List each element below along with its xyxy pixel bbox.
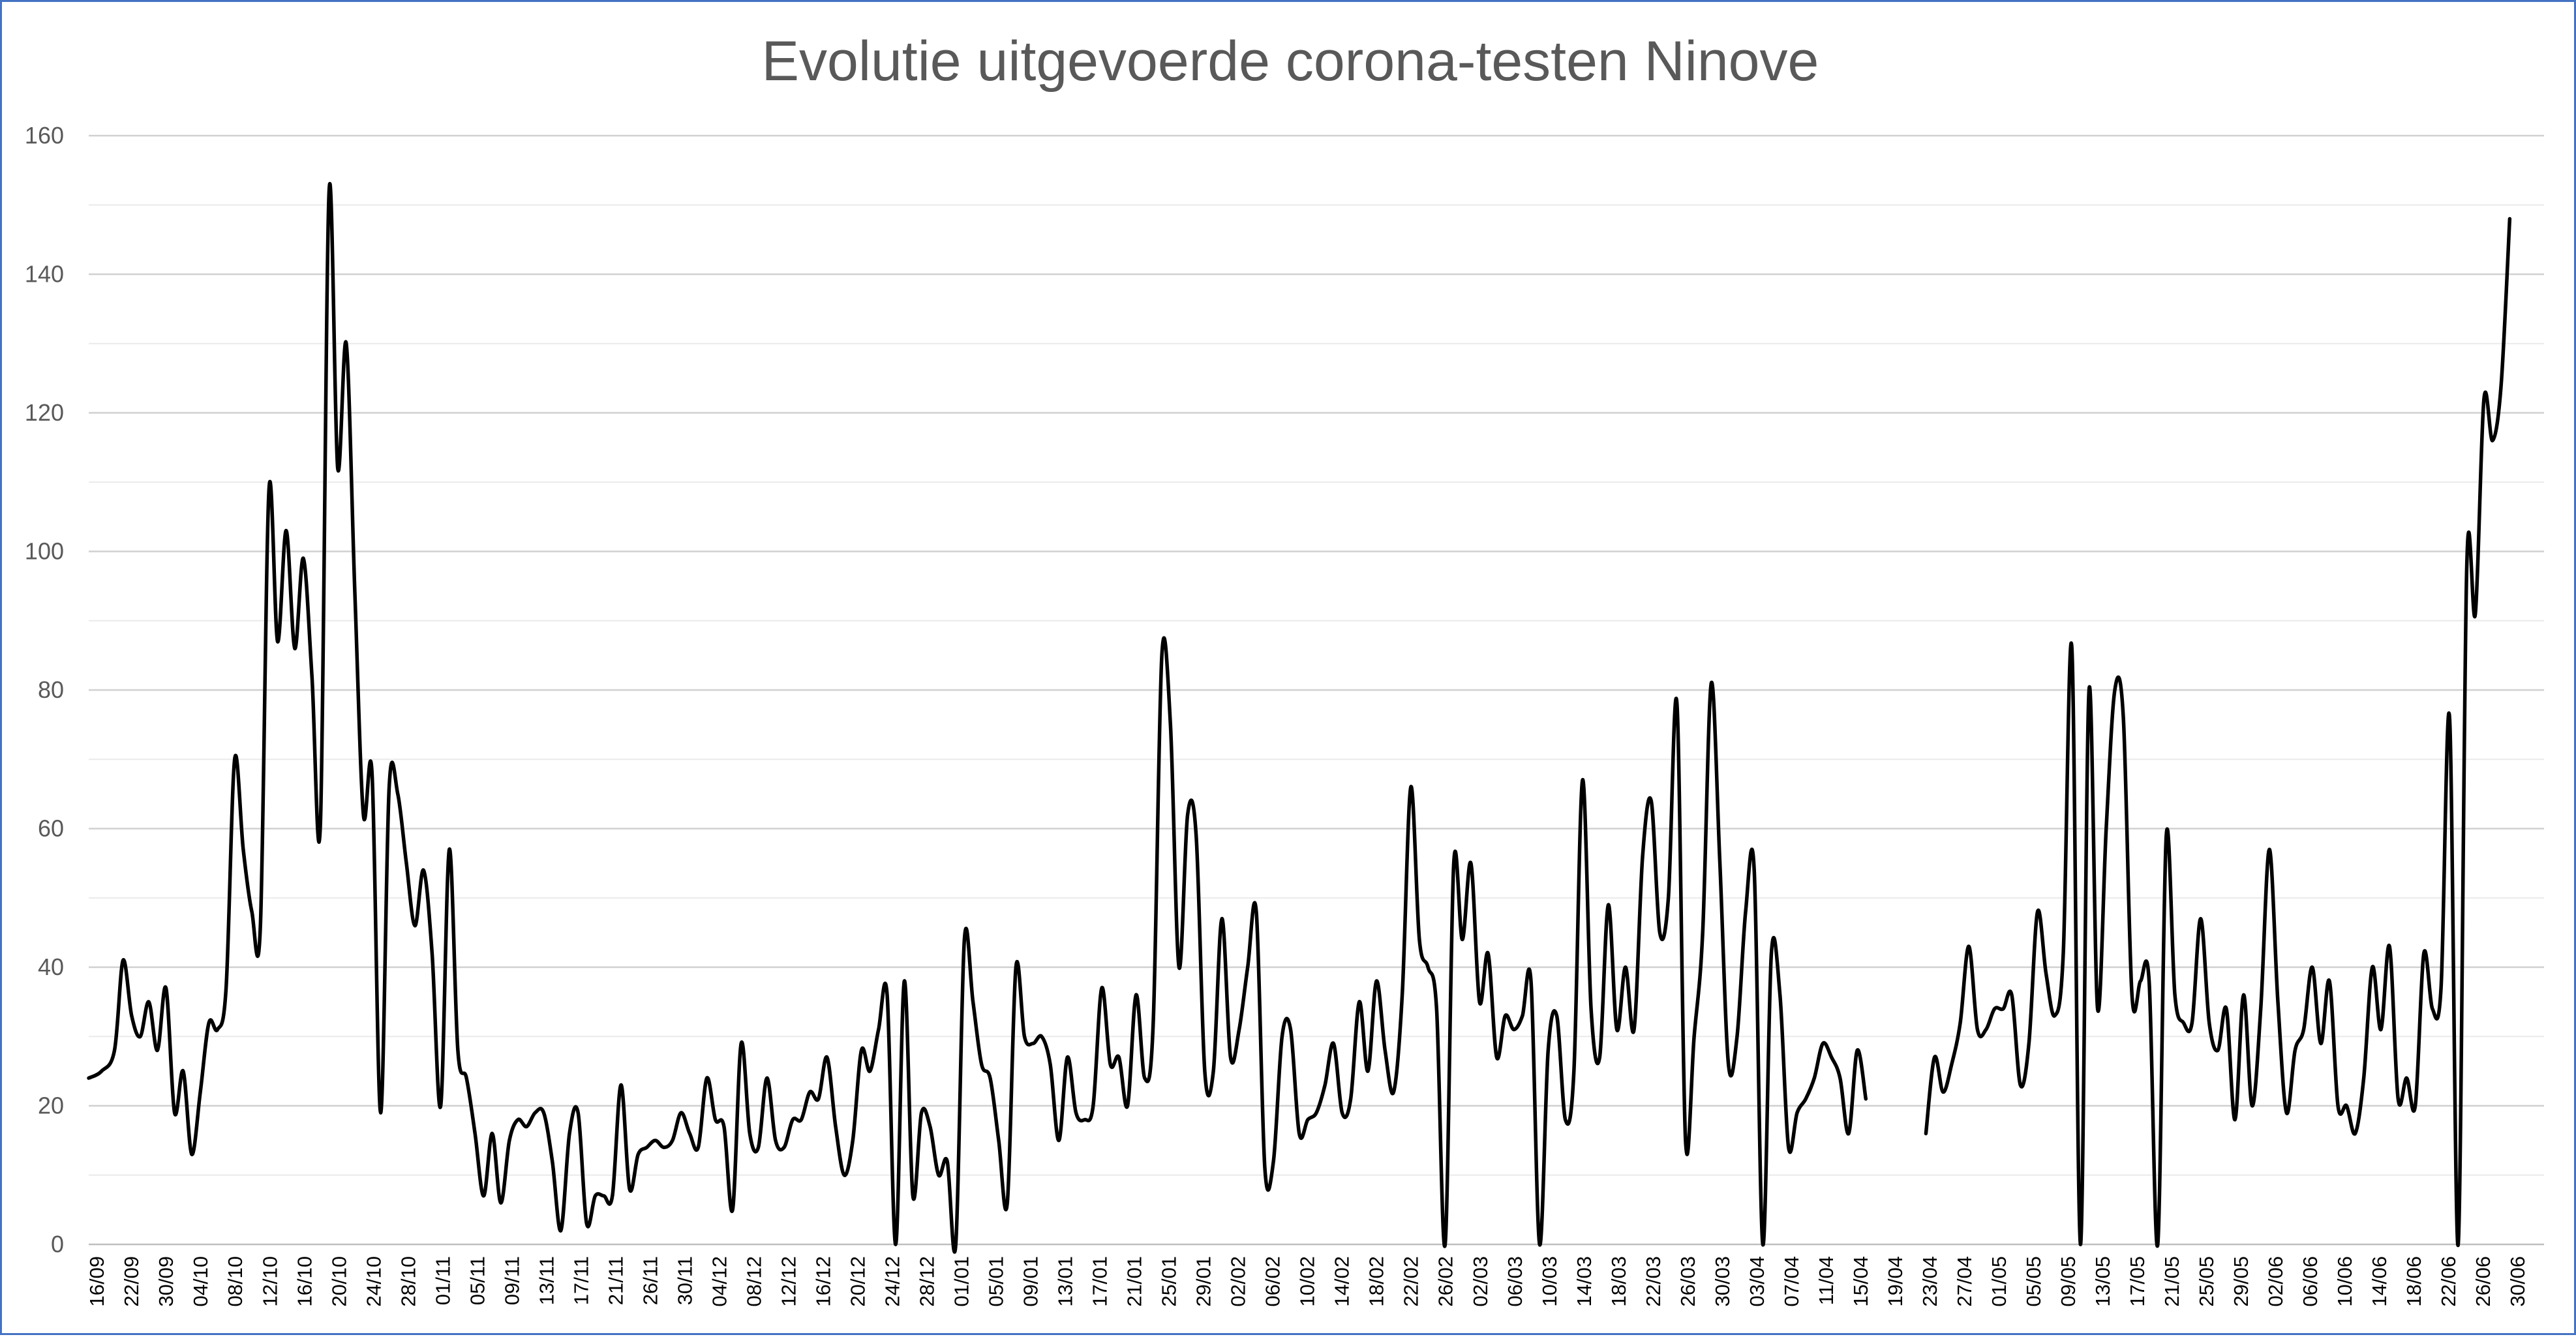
grid-lines [89,134,2544,1176]
x-tick-label: 01/11 [431,1256,454,1305]
y-tick-label: 60 [38,815,64,842]
x-tick-label: 09/05 [2057,1256,2080,1307]
x-tick-label: 20/10 [327,1256,350,1307]
x-tick-label: 26/03 [1676,1256,1699,1307]
x-tick-label: 10/03 [1538,1256,1561,1307]
chart-title: Evolutie uitgevoerde corona-testen Ninov… [762,30,1819,93]
x-tick-label: 22/09 [120,1256,143,1307]
x-tick-label: 08/12 [742,1256,765,1307]
x-tick-label: 27/04 [1953,1256,1976,1307]
x-tick-label: 24/10 [362,1256,385,1307]
x-tick-label: 22/02 [1400,1256,1423,1307]
x-tick-label: 21/01 [1123,1256,1146,1307]
x-tick-label: 25/05 [2195,1256,2218,1307]
x-tick-label: 13/11 [535,1256,558,1305]
x-tick-label: 26/06 [2472,1256,2494,1307]
x-tick-label: 18/03 [1607,1256,1630,1307]
series-line [1924,217,2512,1248]
x-tick-label: 12/12 [777,1256,800,1307]
x-tick-label: 29/01 [1192,1256,1215,1307]
x-tick-label: 29/05 [2230,1256,2252,1307]
series-group [87,181,2512,1254]
y-axis: 0 20 40 60 80 100 120 140 160 [25,122,64,1257]
x-tick-label: 02/06 [2264,1256,2287,1307]
x-tick-label: 06/06 [2299,1256,2322,1307]
y-tick-label: 0 [51,1231,64,1257]
x-tick-label: 12/10 [258,1256,281,1307]
y-tick-label: 20 [38,1092,64,1119]
x-tick-label: 06/03 [1504,1256,1526,1307]
x-tick-label: 16/09 [85,1256,108,1307]
x-tick-label: 05/05 [2022,1256,2045,1307]
x-tick-label: 14/03 [1573,1256,1596,1307]
x-tick-label: 26/02 [1434,1256,1457,1307]
x-tick-label: 10/06 [2333,1256,2356,1307]
x-tick-label: 25/01 [1158,1256,1181,1307]
x-tick-label: 28/12 [916,1256,939,1307]
x-tick-label: 08/10 [224,1256,247,1307]
series-line [87,181,1868,1254]
x-tick-label: 10/02 [1296,1256,1319,1307]
x-tick-label: 09/11 [500,1256,523,1305]
x-tick-label: 22/03 [1642,1256,1665,1307]
x-tick-label: 17/05 [2126,1256,2149,1307]
x-tick-label: 03/04 [1746,1256,1768,1307]
x-tick-label: 14/02 [1331,1256,1354,1307]
x-tick-label: 30/11 [673,1256,696,1305]
x-axis: 16/09 22/09 30/09 04/10 08/10 12/10 16/10 20/10… [85,1243,2544,1307]
x-tick-label: 23/04 [1918,1256,1941,1307]
x-tick-label: 04/12 [708,1256,731,1307]
x-tick-label: 02/03 [1469,1256,1492,1307]
x-tick-label: 16/10 [293,1256,316,1307]
x-tick-label: 09/01 [1020,1256,1042,1307]
y-tick-label: 80 [38,676,64,703]
x-tick-label: 17/01 [1089,1256,1112,1307]
x-tick-label: 15/04 [1849,1256,1872,1307]
x-tick-label: 16/12 [811,1256,834,1307]
x-tick-label: 30/09 [155,1256,177,1307]
x-tick-label: 20/12 [846,1256,869,1307]
x-tick-label: 30/03 [1711,1256,1734,1307]
x-tick-label: 18/02 [1365,1256,1388,1307]
x-tick-label: 17/11 [569,1256,592,1305]
x-tick-label: 28/10 [397,1256,419,1307]
x-tick-label: 13/05 [2091,1256,2114,1307]
x-tick-label: 26/11 [639,1256,661,1305]
x-tick-label: 06/02 [1262,1256,1284,1307]
x-tick-label: 04/10 [189,1256,212,1307]
x-tick-label: 21/05 [2160,1256,2183,1307]
x-tick-label: 02/02 [1227,1256,1250,1307]
x-tick-label: 01/01 [950,1256,973,1307]
x-tick-label: 05/01 [985,1256,1008,1307]
x-tick-label: 14/06 [2368,1256,2391,1307]
y-tick-label: 160 [25,122,64,149]
y-tick-label: 120 [25,399,64,426]
x-tick-label: 21/11 [604,1256,627,1305]
x-tick-label: 18/06 [2402,1256,2425,1307]
x-tick-label: 11/04 [1815,1256,1838,1305]
x-tick-label: 01/05 [1988,1256,2010,1307]
y-tick-label: 100 [25,538,64,565]
x-tick-label: 22/06 [2437,1256,2460,1307]
x-tick-label: 05/11 [466,1256,489,1305]
x-tick-label: 07/04 [1780,1256,1803,1307]
y-tick-label: 140 [25,261,64,288]
x-tick-label: 30/06 [2506,1256,2529,1307]
x-tick-label: 13/01 [1054,1256,1077,1307]
y-tick-label: 40 [38,954,64,980]
x-tick-label: 19/04 [1884,1256,1907,1307]
x-tick-label: 24/12 [881,1256,904,1307]
